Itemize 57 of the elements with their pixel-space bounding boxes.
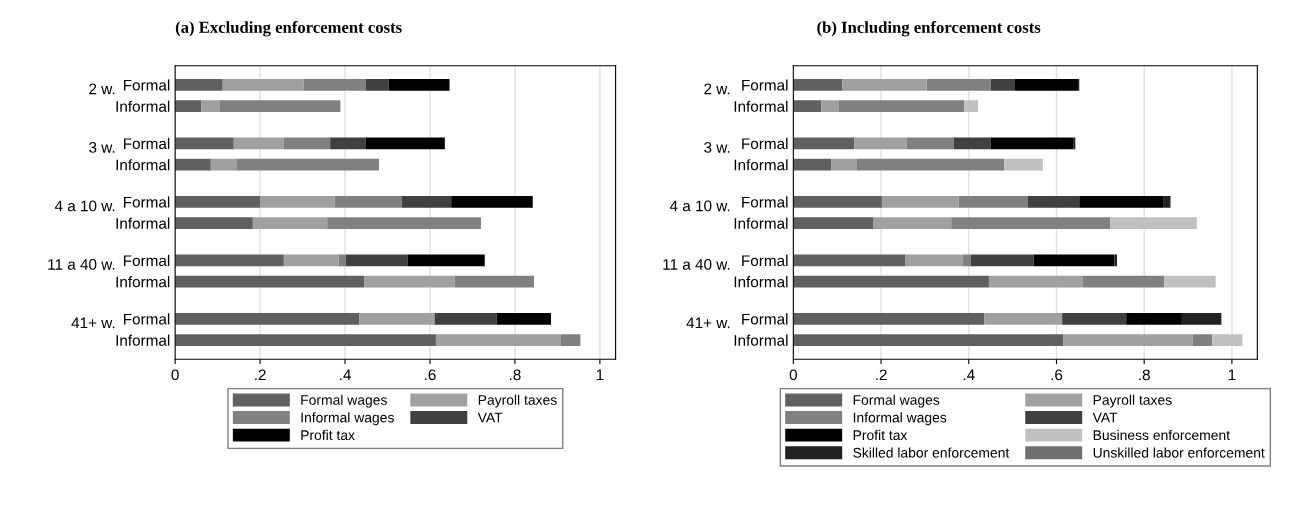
x-tick-label: .8 <box>509 369 521 381</box>
chart-title: (a) Excluding enforcement costs <box>175 21 402 37</box>
y-tick-label: Formal <box>124 79 170 91</box>
text: 2 w. <box>89 83 115 95</box>
y-tick-label: Formal <box>124 313 170 325</box>
legend-label: VAT <box>477 412 503 423</box>
legend-label: Formal wages <box>301 394 387 408</box>
legend-label: Business enforcement <box>1093 429 1230 441</box>
x-tick-label: .6 <box>425 369 436 381</box>
y-tick-label: Informal <box>116 276 170 288</box>
y-tick-label: Formal <box>742 254 788 267</box>
legend-label: Payroll taxes <box>478 394 557 408</box>
x-tick-label: .6 <box>1051 369 1063 381</box>
y-tick-label: Informal <box>734 217 788 229</box>
text: 4 a 10 w. <box>669 200 730 212</box>
x-tick-label: 0 <box>789 369 797 381</box>
y-tick-label: Formal <box>742 79 788 91</box>
y-tick-label: Informal <box>734 334 788 346</box>
y-tick-label: Formal <box>742 313 788 325</box>
y-tick-label: Informal <box>116 100 170 112</box>
text: 2 w. <box>704 83 730 95</box>
y-tick-label: Formal <box>124 137 170 150</box>
y-tick-label: Informal <box>116 217 170 229</box>
legend-label: Informal wages <box>853 412 947 426</box>
legend-label: Unskilled labor enforcement <box>1093 447 1265 458</box>
legend-label: Payroll taxes <box>1093 394 1172 408</box>
y-tick-label: Informal <box>116 159 170 171</box>
text: 41+ w. <box>71 317 115 329</box>
text: 4 a 10 w. <box>54 200 115 212</box>
text: 41+ w. <box>686 317 730 329</box>
legend-label: Informal wages <box>301 412 394 426</box>
text: 3 w. <box>704 142 730 153</box>
text: 11 a 40 w. <box>48 258 115 270</box>
x-tick-label: 1 <box>1228 369 1236 381</box>
y-tick-label: Informal <box>734 276 788 288</box>
x-tick-label: .4 <box>963 369 975 381</box>
legend-label: Skilled labor enforcement <box>853 447 1010 458</box>
y-tick-label: Formal <box>124 196 170 208</box>
y-tick-label: Formal <box>742 137 788 150</box>
chart-title: (b) Including enforcement costs <box>817 21 1041 37</box>
y-tick-label: Formal <box>124 254 170 267</box>
y-tick-label: Formal <box>742 196 788 208</box>
x-tick-label: .2 <box>876 369 887 381</box>
legend-label: Formal wages <box>853 394 940 408</box>
x-tick-label: 1 <box>596 369 604 381</box>
legend-label: Profit tax <box>301 429 355 441</box>
x-tick-label: .2 <box>255 369 266 381</box>
legend-label: Profit tax <box>853 429 908 441</box>
x-tick-label: 0 <box>171 369 179 381</box>
legend-label: VAT <box>1092 412 1118 423</box>
text: 3 w. <box>89 142 115 153</box>
y-tick-label: Informal <box>734 100 788 112</box>
x-tick-label: .8 <box>1139 369 1150 381</box>
text: 11 a 40 w. <box>663 258 730 270</box>
x-tick-label: .4 <box>340 369 351 381</box>
y-tick-label: Informal <box>734 159 788 171</box>
y-tick-label: Informal <box>116 334 170 346</box>
